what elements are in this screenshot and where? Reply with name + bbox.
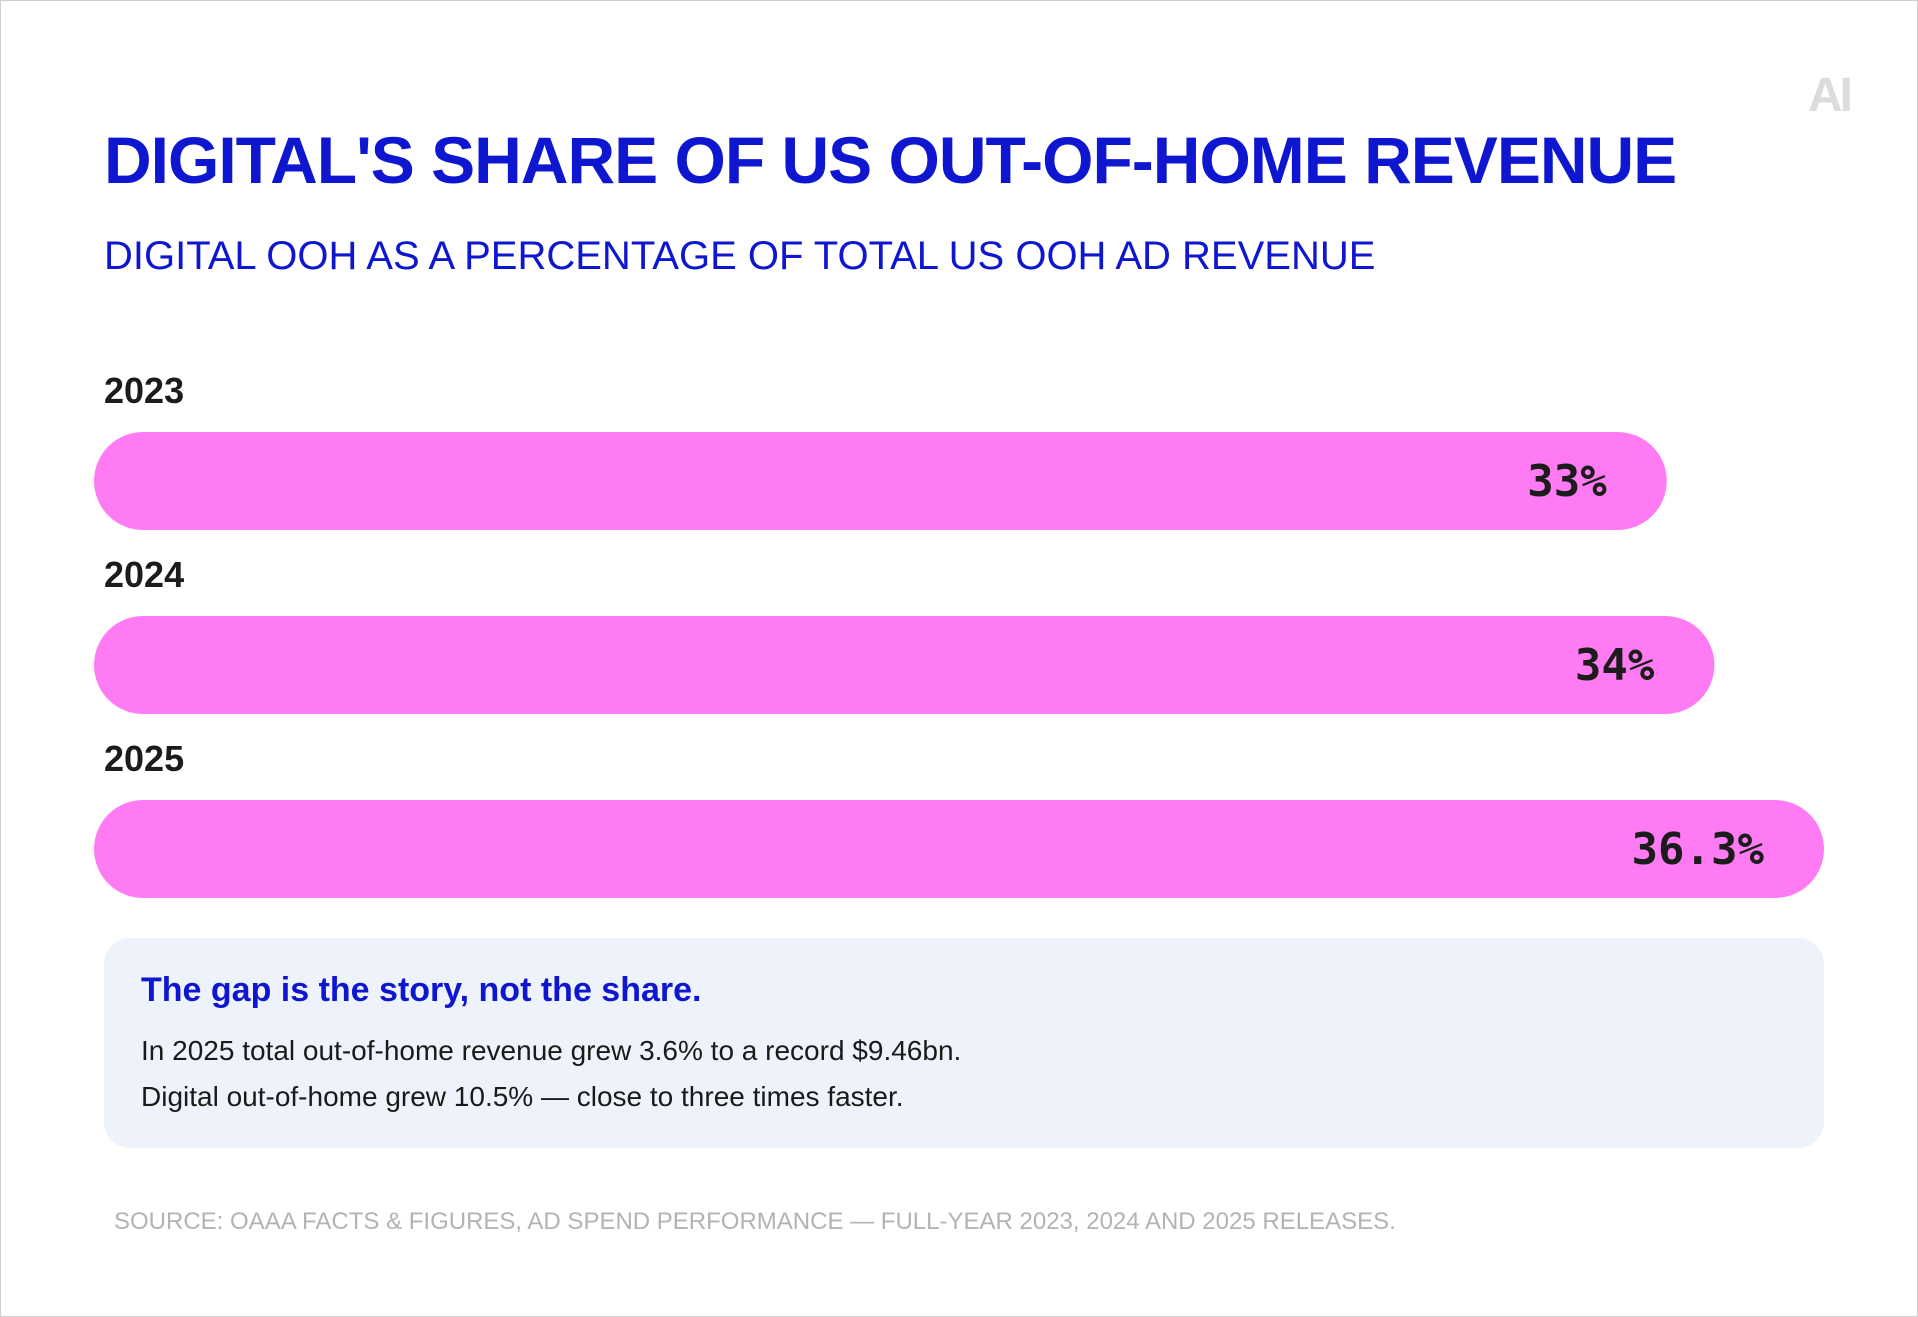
chart-title: DIGITAL'S SHARE OF US OUT-OF-HOME REVENU…: [104, 123, 1677, 197]
insight-callout: The gap is the story, not the share. In …: [104, 938, 1824, 1148]
chart-subtitle: DIGITAL OOH AS A PERCENTAGE OF TOTAL US …: [104, 234, 1376, 278]
source-note: SOURCE: OAAA FACTS & FIGURES, AD SPEND P…: [114, 1208, 1396, 1235]
brand-logo: AI: [1808, 69, 1853, 122]
callout-line-1: In 2025 total out-of-home revenue grew 3…: [141, 1035, 962, 1066]
callout-heading: The gap is the story, not the share.: [141, 971, 702, 1009]
callout-line-2: Digital out-of-home grew 10.5% — close t…: [141, 1081, 904, 1112]
